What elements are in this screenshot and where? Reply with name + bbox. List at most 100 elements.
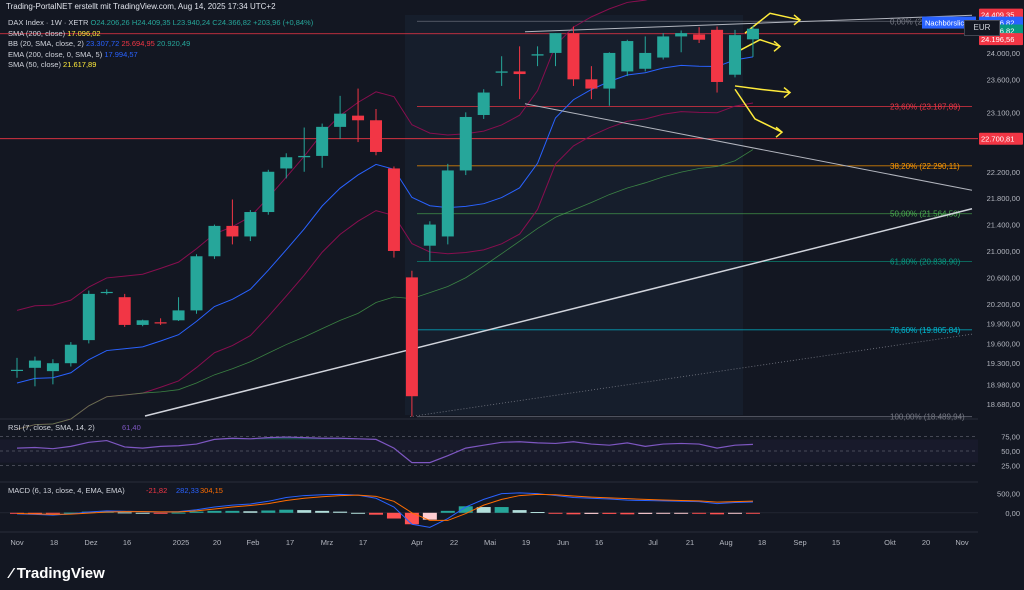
currency-button[interactable]: EUR [964,20,1000,36]
macd-histogram-bar [566,512,581,515]
time-axis-tick: 21 [686,538,694,547]
macd-histogram-bar [225,510,240,513]
candle-body [441,170,454,237]
macd-histogram-bar [333,511,348,513]
candle-body [352,115,365,121]
rsi-line [16,436,753,464]
legend-bb-row[interactable]: BB (20, SMA, close, 2) 23.307,72 25.694,… [8,39,313,50]
candle-body [118,297,131,325]
bb-upper-line [16,0,648,311]
candle-body [693,34,706,40]
tradingview-logo: ⁄ TradingView [10,565,105,582]
wedge-lower-line [524,103,973,191]
time-axis-tick: Feb [247,538,260,547]
macd-value: 282,33 [176,486,199,495]
candle-body [226,225,239,237]
macd-histogram-bar [745,512,760,514]
candle-body [262,171,275,213]
candle-body [82,293,95,341]
price-axis-tick: 22.200,00 [987,168,1020,177]
macd-histogram-bar [584,512,599,514]
macd-histogram-bar [189,511,204,513]
price-badge-line-bg [979,132,1023,145]
macd-histogram-bar [674,512,689,514]
bb-label: BB (20, SMA, close, 2) [8,39,84,48]
macd-histogram-bar [369,512,383,515]
sma50-label: SMA (50, close) [8,60,61,69]
macd-axis-tick: 0,00 [1005,509,1020,518]
ema-value: 17.994,57 [104,49,138,59]
projection-arrow-head [793,14,802,26]
bb-basis-line [16,56,754,384]
logo-mark-icon: ⁄ [10,565,13,582]
candle-body [100,291,113,294]
time-axis-tick: Jul [648,538,658,547]
projection-arrow-head [783,86,792,99]
sma200-value: 17.096,02 [67,28,101,38]
macd-histogram-bar [243,511,258,513]
nachboerslich-tag: Nachbörslich [925,19,968,28]
price-badge-red: 24.196,56 [981,35,1014,44]
price-badge-red-bg [979,33,1023,46]
candle-body [513,71,526,75]
candle-body [729,35,741,75]
time-axis-tick: 2025 [173,538,190,547]
candle-body [405,277,418,397]
legend-sma200-row[interactable]: SMA (200, close) 17.096,02 [8,29,313,40]
candle-body [370,120,382,152]
time-axis-tick: 19 [522,538,530,547]
macd-histogram-bar [404,512,419,525]
rsi-value: 61,40 [122,423,141,432]
macd-histogram-bar [10,512,24,514]
fib-level-label: 78,60% (19.805,84) [890,326,961,335]
legend-ema-row[interactable]: EMA (200, close, 0, SMA, 5) 17.994,57 [8,50,313,61]
price-axis-tick: 18.680,00 [987,400,1020,409]
macd-line [16,492,753,528]
fib-level-label: 100,00% (18.489,94) [890,413,965,422]
time-axis-tick: Sep [793,538,806,547]
sma50-line [16,149,754,430]
rsi-overbought-fill [17,437,753,440]
time-axis-tick: Apr [411,538,423,547]
time-axis-tick: 20 [922,538,930,547]
macd-histogram-bar [117,512,132,514]
macd-histogram-bar [656,512,671,514]
projection-arrow [734,85,791,94]
candle-body [190,256,203,311]
macd-axis-tick: 500,00 [997,490,1020,499]
projection-arrow-head [775,126,784,138]
time-axis-tick: 17 [359,538,367,547]
fib-level-label: 38,20% (22.290,11) [890,162,960,171]
price-axis-tick: 23.100,00 [987,108,1020,117]
rsi-axis-tick: 75,00 [1001,433,1020,442]
ohlc-values: O24.206,26 H24.409,35 L23.940,24 C24.366… [90,18,314,27]
price-axis-background [978,0,1024,545]
legend-symbol-row: DAX Index · 1W · XETR O24.206,26 H24.409… [8,18,313,29]
wedge-upper-line [524,14,973,33]
macd-histogram-bar [548,512,563,514]
fib-level-label: 61,80% (20.838,90) [890,258,961,267]
candle-body [298,155,311,158]
candle-body [316,126,329,156]
time-axis-tick: Aug [719,538,732,547]
candle-body [585,79,598,89]
bb-basis-value: 23.307,72 [85,39,120,48]
price-axis-tick: 20.200,00 [987,300,1020,309]
time-axis-tick: 20 [213,538,221,547]
macd-histogram-bar [494,507,509,513]
fib-level-label: 50,00% (21.564,50) [890,210,961,219]
macd-hist-value: -21,82 [146,486,167,495]
candle-body [567,33,580,80]
candle-body [244,212,257,237]
time-axis-tick: Nov [10,538,24,547]
candle-body [657,36,670,58]
nachboerslich-tag-bg [922,16,976,29]
macd-histogram-bar [458,506,473,513]
symbol-label[interactable]: DAX Index · 1W · XETR [8,18,89,27]
macd-histogram-bar [530,512,545,514]
highlight-zone [405,15,743,415]
macd-histogram-bar [710,512,725,515]
macd-label: MACD (6, 13, close, 4, EMA, EMA) [8,486,125,495]
legend-sma50-row[interactable]: SMA (50, close) 21.617,89 [8,60,313,71]
